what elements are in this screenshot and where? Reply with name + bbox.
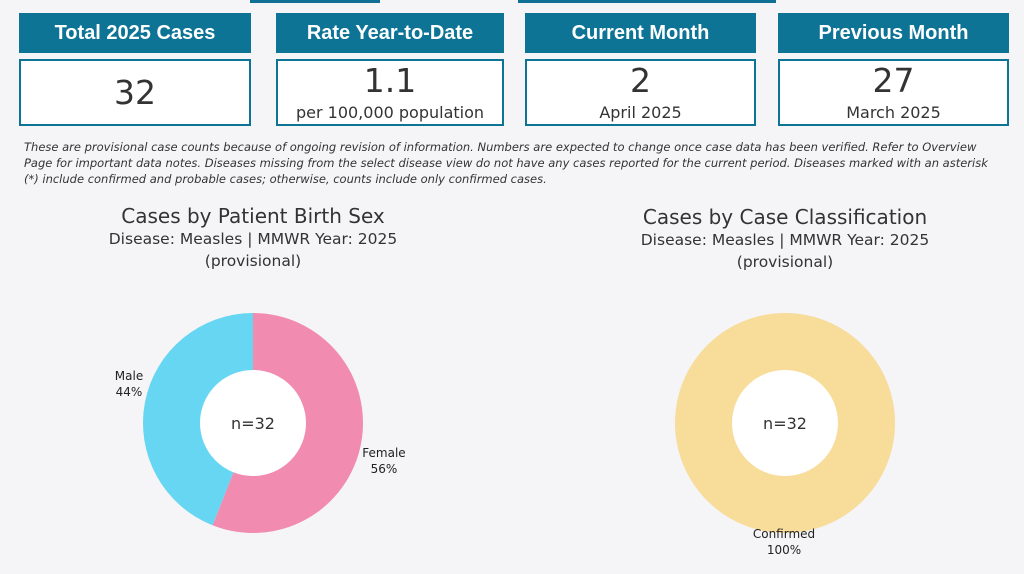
donut-hole <box>200 370 306 476</box>
kpi-title: Rate Year-to-Date <box>276 13 504 53</box>
kpi-value: 27 <box>872 61 915 100</box>
center-label-n: n=32 <box>231 414 275 433</box>
chart-subtitle: Disease: Measles | MMWR Year: 2025 <box>640 231 930 249</box>
kpi-value: 2 <box>630 61 651 100</box>
chart-title: Cases by Case Classification <box>642 205 928 229</box>
chart-title-block-sex: Cases by Patient Birth Sex Disease: Meas… <box>53 204 453 272</box>
kpi-body: 27 March 2025 <box>778 59 1009 126</box>
center-label-n: n=32 <box>763 414 807 433</box>
slice-label-female: Female <box>362 446 405 460</box>
kpi-body: 2 April 2025 <box>525 59 756 126</box>
kpi-subtitle: per 100,000 population <box>295 103 485 122</box>
kpi-value: 32 <box>114 72 156 112</box>
kpi-body: 1.1 per 100,000 population <box>276 59 504 126</box>
donut-hole <box>732 370 838 476</box>
chart-subtitle-provisional: (provisional) <box>736 253 834 271</box>
chart-subtitle: Disease: Measles | MMWR Year: 2025 <box>108 230 398 248</box>
kpi-card-total-cases: Total 2025 Cases 32 <box>19 13 251 138</box>
slice-label-confirmed: Confirmed <box>753 527 815 541</box>
slice-label-male: Male <box>115 369 143 383</box>
kpi-title: Previous Month <box>778 13 1009 53</box>
kpi-title: Total 2025 Cases <box>19 13 251 53</box>
kpi-body: 32 <box>19 59 251 126</box>
top-strip-left <box>250 0 380 3</box>
kpi-card-current-month: Current Month 2 April 2025 <box>525 13 756 138</box>
kpi-title: Current Month <box>525 13 756 53</box>
kpi-subtitle: March 2025 <box>846 103 941 122</box>
kpi-subtitle: April 2025 <box>599 103 682 122</box>
chart-title-block-classification: Cases by Case Classification Disease: Me… <box>585 205 985 273</box>
chart-subtitle-provisional: (provisional) <box>204 252 302 270</box>
kpi-value: 1.1 <box>363 61 417 100</box>
slice-pct-male: 44% <box>116 385 143 399</box>
slice-pct-confirmed: 100% <box>767 543 801 557</box>
slice-pct-female: 56% <box>371 462 398 476</box>
kpi-card-previous-month: Previous Month 27 March 2025 <box>778 13 1009 138</box>
donut-chart-birth-sex: n=32 Female 56% Male 44% <box>115 313 406 533</box>
top-strip-right <box>518 0 776 3</box>
slice-male[interactable] <box>143 313 253 526</box>
provisional-data-note: These are provisional case counts becaus… <box>24 140 988 186</box>
chart-title: Cases by Patient Birth Sex <box>121 204 385 228</box>
kpi-card-rate-ytd: Rate Year-to-Date 1.1 per 100,000 popula… <box>276 13 504 138</box>
donut-chart-case-classification: n=32 Confirmed 100% <box>675 313 895 557</box>
